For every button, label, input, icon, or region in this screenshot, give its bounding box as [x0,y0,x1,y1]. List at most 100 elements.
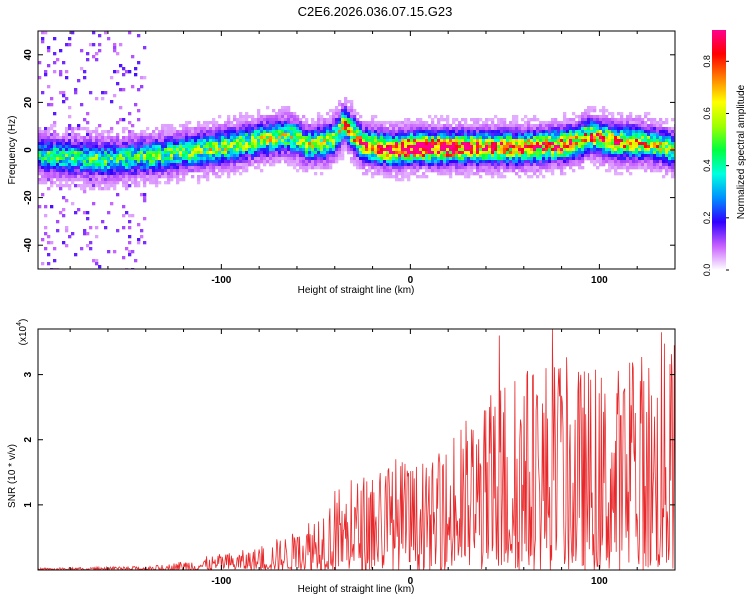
spectrogram-cell [557,139,561,143]
spectrogram-cell [248,121,252,125]
spectrogram-cell [122,136,126,140]
spectrogram-cell [506,148,510,152]
spectrogram-cell [335,148,339,152]
spectrogram-cell [260,130,264,134]
spectrogram-cell [617,172,621,176]
spectrogram-cell [65,130,69,134]
spectrogram-cell [371,124,375,128]
spectrogram-cell [227,154,231,158]
spectrogram-cell [530,148,534,152]
spectrogram-cell [107,130,111,134]
spectrogram-cell [407,127,411,131]
spectrogram-cell [86,169,90,173]
spectrogram-cell [128,253,132,257]
spectrogram-cell [146,133,150,137]
spectrogram-cell [485,127,489,131]
spectrogram-cell [215,133,219,137]
spectrogram-cell [50,124,54,128]
spectrogram-cell [386,160,390,164]
spectrogram-cell [62,163,66,167]
spectrogram-cell [59,169,63,173]
spectrogram-cell [503,154,507,158]
spectrogram-cell [431,133,435,137]
spectrogram-cell [263,121,267,125]
spectrogram-cell [206,136,210,140]
spectrogram-cell [323,148,327,152]
spectrogram-cell [185,142,189,146]
spectrogram-cell [83,70,87,74]
spectrogram-cell [377,130,381,134]
spectrogram-cell [374,160,378,164]
spectrogram-cell [194,133,198,137]
spectrogram-cell [374,139,378,143]
spectrogram-cell [329,109,333,113]
spectrogram-cell [503,118,507,122]
spectrogram-cell [308,139,312,143]
spectrogram-cell [317,127,321,131]
spectrogram-cell [665,130,669,134]
spectrogram-cell [59,160,63,164]
spectrogram-cell [257,133,261,137]
spectrogram-cell [47,160,51,164]
spectrogram-cell [290,145,294,149]
spectrogram-cell [203,160,207,164]
spectrogram-cell [302,169,306,173]
spectrogram-cell [113,163,117,167]
spectrogram-cell [584,154,588,158]
spectrogram-cell [548,142,552,146]
spectrogram-cell [620,133,624,137]
spectrogram-cell [491,139,495,143]
spectrogram-cell [293,136,297,140]
spectrogram-cell [434,166,438,170]
spectrogram-cell [668,169,672,173]
spectrogram-cell [71,31,75,35]
spectrogram-cell [284,157,288,161]
spectrogram-cell [332,121,336,125]
spectrogram-cell [464,130,468,134]
spectrogram-cell [92,55,96,59]
spectrogram-cell [599,157,603,161]
spectrogram-cell [377,166,381,170]
spectrogram-cell [104,178,108,182]
spectrogram-cell [53,172,57,176]
spectrogram-cell [170,160,174,164]
spectrogram-cell [182,127,186,131]
spectrogram-cell [362,136,366,140]
spectrogram-cell [422,160,426,164]
spectrogram-cell [422,145,426,149]
spectrogram-cell [260,148,264,152]
spectrogram-cell [119,166,123,170]
spectrogram-cell [200,154,204,158]
spectrogram-cell [56,169,60,173]
spectrogram-cell [674,139,675,143]
spectrogram-cell [182,139,186,143]
spectrogram-cell [224,160,228,164]
spectrogram-cell [170,178,174,182]
spectrogram-cell [542,121,546,125]
spectrogram-cell [137,109,141,113]
spectrogram-cell [569,121,573,125]
spectrogram-cell [326,145,330,149]
spectrogram-cell [125,181,129,185]
spectrogram-cell [290,151,294,155]
spectrogram-cell [161,136,165,140]
spectrogram-cell [641,151,645,155]
spectrogram-cell [110,76,114,80]
spectrogram-cell [74,163,78,167]
spectrogram-cell [488,163,492,167]
spectrogram-cell [371,121,375,125]
spectrogram-cell [404,160,408,164]
spectrogram-cell [398,148,402,152]
spectrogram-cell [257,130,261,134]
spectrogram-cell [422,175,426,179]
spectrogram-cell [104,142,108,146]
spectrogram-cell [47,175,51,179]
spectrogram-cell [116,142,120,146]
spectrogram-cell [323,145,327,149]
spectrogram-cell [593,130,597,134]
spectrogram-cell [407,142,411,146]
spectrogram-cell [599,127,603,131]
spectrogram-cell [440,136,444,140]
spectrogram-cell [248,163,252,167]
spectrogram-cell [593,160,597,164]
